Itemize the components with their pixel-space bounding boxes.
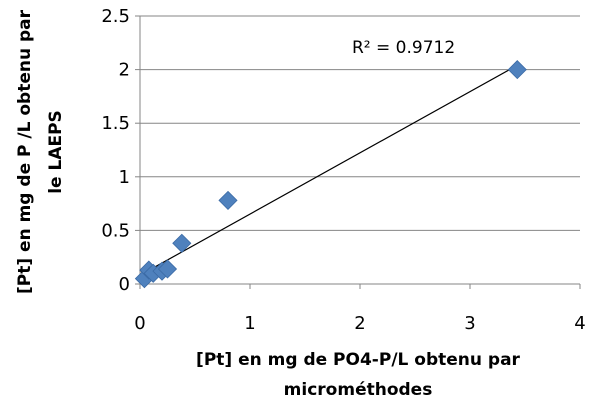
x-axis-title-line-2: microméthodes [284, 380, 433, 400]
y-axis-title: [Pt] en mg de P /L obtenu par [15, 9, 35, 294]
y-tick-label: 2.5 [101, 6, 130, 27]
gridlines [140, 15, 580, 231]
y-tick-label: 1 [119, 167, 130, 188]
y-axis-title-2: le LAEPS [46, 110, 66, 194]
x-axis-title-line-1: [Pt] en mg de PO4-P/L obtenu par [196, 350, 520, 370]
y-axis-title-line-1: [Pt] en mg de P /L obtenu par [15, 9, 35, 294]
x-tick-label: 0 [134, 313, 145, 334]
x-tick-label: 2 [354, 313, 365, 334]
data-point [157, 259, 178, 279]
y-axis-ticks: 0 0.5 1 1.5 2 2.5 [101, 6, 140, 295]
data-point [172, 233, 192, 253]
trendline [145, 64, 518, 273]
data-point [218, 190, 238, 210]
y-tick-label: 0 [119, 274, 130, 295]
x-axis-ticks: 0 1 2 3 4 [134, 284, 586, 334]
y-tick-label: 2 [119, 60, 130, 81]
data-points [134, 60, 527, 289]
x-tick-label: 1 [244, 313, 255, 334]
x-tick-label: 3 [464, 313, 475, 334]
data-point [507, 60, 527, 80]
r-squared-label: R² = 0.9712 [352, 38, 455, 58]
x-tick-label: 4 [574, 313, 585, 334]
y-tick-label: 0.5 [101, 220, 130, 241]
y-tick-label: 1.5 [101, 113, 130, 134]
y-axis-title-line-2: le LAEPS [46, 110, 66, 194]
